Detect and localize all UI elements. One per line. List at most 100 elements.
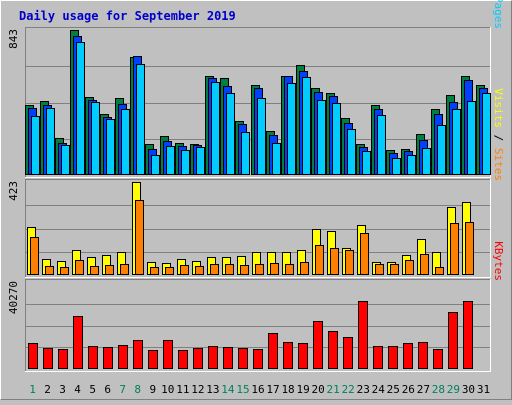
x-tick-label: 1 xyxy=(29,383,36,396)
x-tick-label: 5 xyxy=(89,383,96,396)
series-axis-label: KBytes xyxy=(492,241,505,281)
bar-sites-day-23 xyxy=(360,233,369,275)
axis-label-kbytes: KBytes xyxy=(492,241,505,281)
x-tick-label: 13 xyxy=(206,383,219,396)
bar-sites-day-14 xyxy=(225,264,234,275)
bar-sites-day-21 xyxy=(330,248,339,275)
bar-pages-day-24 xyxy=(377,115,386,175)
bar-sites-day-28 xyxy=(435,267,444,275)
bar-sites-day-2 xyxy=(45,266,54,275)
plot-bevel-light xyxy=(25,179,491,278)
bar-pages-day-23 xyxy=(362,151,371,175)
bar-pages-day-29 xyxy=(452,109,461,175)
axis-label-separator: / xyxy=(492,128,505,148)
x-tick-label: 29 xyxy=(447,383,460,396)
panel-sites-visits: 423 Visits / Sites xyxy=(7,88,505,278)
x-tick-label: 20 xyxy=(312,383,325,396)
x-tick-label: 16 xyxy=(251,383,264,396)
bar-kbytes-day-5 xyxy=(88,346,98,369)
bar-pages-day-6 xyxy=(106,119,115,175)
bar-kbytes-day-16 xyxy=(253,349,263,369)
bar-pages-day-25 xyxy=(392,158,401,175)
bar-kbytes-day-25 xyxy=(388,346,398,369)
bar-sites-day-11 xyxy=(180,265,189,275)
bar-kbytes-day-23 xyxy=(358,301,368,369)
x-tick-label: 24 xyxy=(372,383,386,396)
bar-pages-day-20 xyxy=(317,100,326,175)
bar-sites-day-20 xyxy=(315,245,324,275)
x-tick-label: 28 xyxy=(432,383,445,396)
bar-kbytes-day-22 xyxy=(343,337,353,369)
bar-pages-day-17 xyxy=(272,143,281,175)
bar-pages-day-18 xyxy=(287,83,296,175)
bar-pages-day-5 xyxy=(91,102,100,175)
bar-pages-day-26 xyxy=(407,155,416,175)
x-tick-label: 4 xyxy=(74,383,81,396)
bar-pages-day-11 xyxy=(181,150,190,175)
y-max-label: 40270 xyxy=(7,281,20,314)
bar-sites-day-30 xyxy=(465,222,474,275)
bar-kbytes-day-26 xyxy=(403,343,413,369)
bar-sites-day-15 xyxy=(240,265,249,275)
chart-panels: 843 Hits / Files / Pages 423 Visits / Sites… xyxy=(7,0,505,372)
x-tick-label: 17 xyxy=(266,383,279,396)
x-tick-label: 25 xyxy=(387,383,400,396)
bar-pages-day-4 xyxy=(76,42,85,175)
x-tick-label: 26 xyxy=(402,383,415,396)
bar-pages-day-28 xyxy=(437,125,446,175)
bar-pages-day-9 xyxy=(151,155,160,175)
bar-kbytes-day-17 xyxy=(268,333,278,369)
bar-sites-day-16 xyxy=(255,264,264,275)
series-axis-label: Hits / Files / Pages xyxy=(492,0,505,29)
bar-pages-day-2 xyxy=(46,108,55,175)
x-tick-label: 27 xyxy=(417,383,430,396)
bar-kbytes-day-10 xyxy=(163,340,173,369)
bar-sites-day-1 xyxy=(30,237,39,275)
chart-title: Daily usage for September 2019 xyxy=(19,9,236,23)
bar-pages-day-8 xyxy=(136,64,145,175)
series-axis-label: Visits / Sites xyxy=(492,88,505,181)
bar-kbytes-day-21 xyxy=(328,331,338,369)
bar-pages-day-7 xyxy=(121,109,130,175)
bar-sites-day-7 xyxy=(120,264,129,275)
bar-kbytes-day-20 xyxy=(313,321,323,369)
x-tick-label: 31 xyxy=(477,383,490,396)
bar-sites-day-9 xyxy=(150,267,159,275)
bar-kbytes-day-8 xyxy=(133,340,143,369)
bar-sites-day-25 xyxy=(390,264,399,275)
x-tick-labels: 1 2 3 4 5 6 7 8 9 10 11 12 13 14 15 16 17 18 19 20 21 22 23 24 2… xyxy=(29,383,490,396)
bar-sites-day-13 xyxy=(210,264,219,275)
axis-label-visits: Visits xyxy=(492,88,505,128)
bar-pages-day-14 xyxy=(226,93,235,175)
x-tick-label: 11 xyxy=(176,383,189,396)
panel-kbytes: 40270 KBytes xyxy=(7,241,505,372)
bar-sites-day-5 xyxy=(90,266,99,275)
bar-sites-day-12 xyxy=(195,266,204,275)
panel-pages-files-hits: 843 Hits / Files / Pages xyxy=(7,0,505,178)
bar-kbytes-day-3 xyxy=(58,349,68,369)
bar-pages-day-22 xyxy=(347,129,356,175)
bar-sites-day-10 xyxy=(165,267,174,275)
bar-sites-day-6 xyxy=(105,265,114,275)
bar-pages-day-21 xyxy=(332,103,341,175)
x-tick-label: 18 xyxy=(281,383,294,396)
axis-label-pages: Pages xyxy=(492,0,505,29)
bar-pages-day-19 xyxy=(302,77,311,175)
x-tick-label: 6 xyxy=(104,383,111,396)
bar-kbytes-day-29 xyxy=(448,312,458,369)
x-tick-label: 10 xyxy=(161,383,174,396)
bar-pages-day-1 xyxy=(31,116,40,175)
bar-kbytes-day-12 xyxy=(193,348,203,369)
x-tick-label: 9 xyxy=(149,383,156,396)
x-tick-label: 3 xyxy=(59,383,66,396)
bar-kbytes-day-18 xyxy=(283,342,293,369)
bar-pages-day-3 xyxy=(61,145,70,175)
bar-kbytes-day-27 xyxy=(418,342,428,369)
plot-bevel-light xyxy=(25,27,491,178)
bar-pages-day-31 xyxy=(482,93,491,175)
bar-sites-day-3 xyxy=(60,267,69,275)
x-tick-label: 7 xyxy=(119,383,126,396)
bar-sites-day-24 xyxy=(375,264,384,275)
bar-kbytes-day-13 xyxy=(208,346,218,369)
